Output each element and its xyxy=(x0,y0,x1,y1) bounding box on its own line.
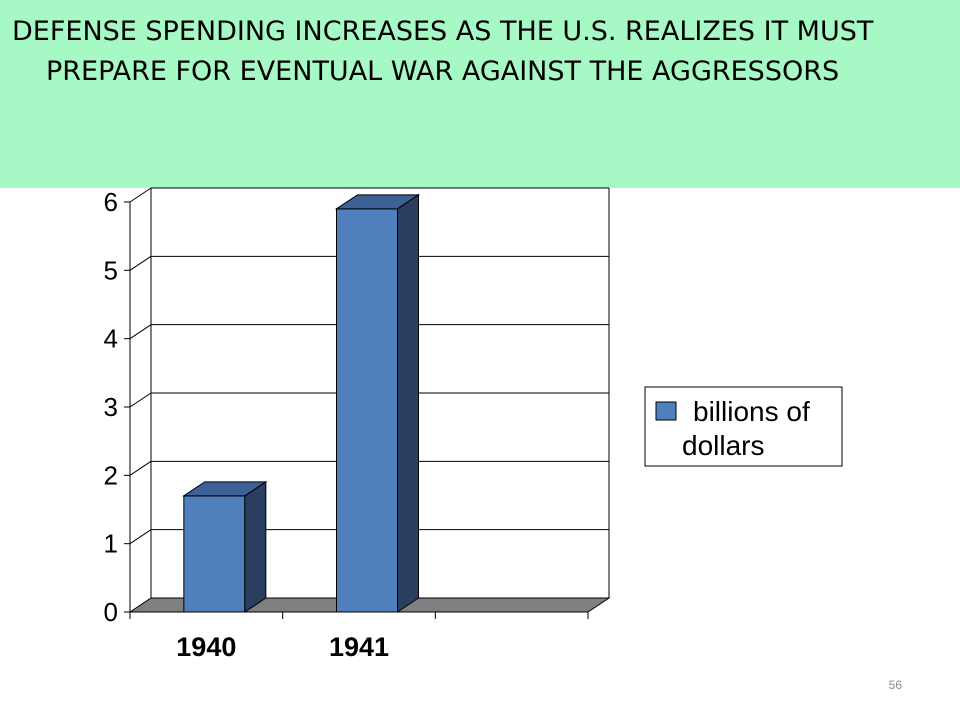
legend-swatch xyxy=(655,401,677,421)
x-tick-label-1940: 1940 xyxy=(176,632,236,662)
legend-label-line-2: dollars xyxy=(682,430,764,461)
bar-top-1941 xyxy=(334,194,421,210)
legend-label-line-1: billions of xyxy=(693,396,810,427)
y-tick-label: 0 xyxy=(104,597,118,627)
gridline-diagonal xyxy=(129,460,152,476)
x-tick-label-1941: 1941 xyxy=(329,632,389,662)
y-tick-label: 2 xyxy=(104,460,118,490)
gridline-diagonal xyxy=(129,529,152,545)
bar-side-1941 xyxy=(397,193,419,613)
y-tick-label: 5 xyxy=(104,255,118,285)
gridline-diagonal xyxy=(129,392,152,408)
y-axis-tick-labels: 0 1 2 3 4 5 6 xyxy=(104,187,118,627)
bar-top-1940 xyxy=(182,481,268,497)
legend-box xyxy=(644,386,843,467)
bar-1940 xyxy=(183,495,246,613)
y-tick-label: 1 xyxy=(104,529,118,559)
y-tick-label: 6 xyxy=(104,187,118,217)
page-number: 56 xyxy=(888,678,902,692)
gridline-diagonal xyxy=(129,255,152,271)
bar-1941 xyxy=(336,208,398,613)
bar-side-1940 xyxy=(244,480,267,613)
x-axis-tick-labels: 1940 1941 xyxy=(176,632,389,662)
gridline-diagonal xyxy=(129,187,152,203)
slide-title-text: DEFENSE SPENDING INCREASES AS THE U.S. R… xyxy=(12,16,874,87)
chart-bars xyxy=(182,193,421,613)
y-tick-label: 3 xyxy=(104,392,118,422)
y-tick-label: 4 xyxy=(104,324,118,354)
gridline-diagonal xyxy=(129,324,152,340)
title-banner: DEFENSE SPENDING INCREASES AS THE U.S. R… xyxy=(0,0,960,188)
slide-title: DEFENSE SPENDING INCREASES AS THE U.S. R… xyxy=(12,12,932,92)
